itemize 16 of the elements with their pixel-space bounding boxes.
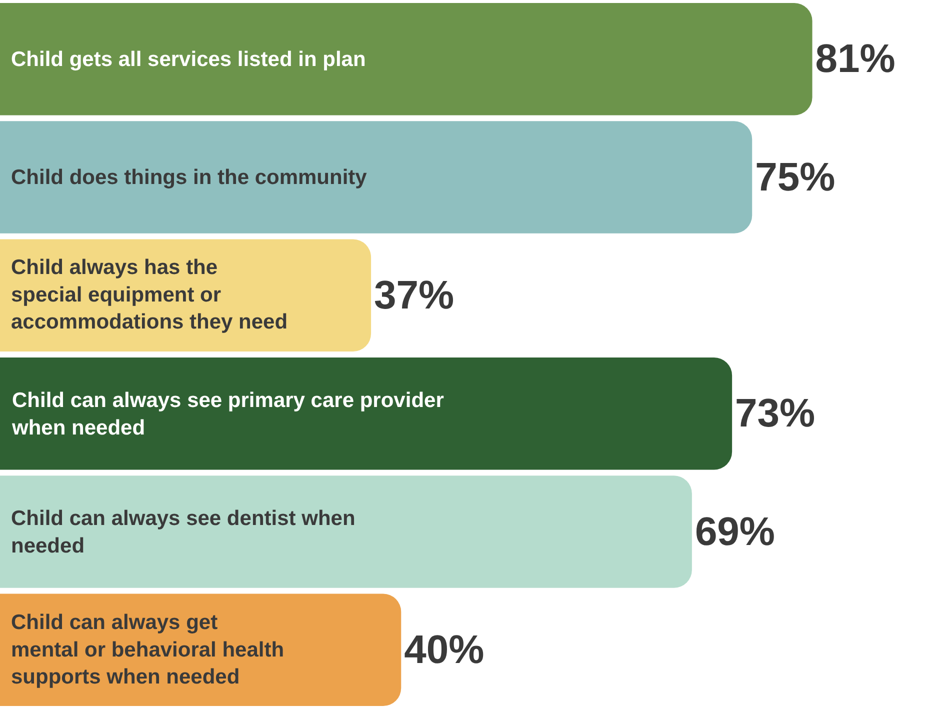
bar xyxy=(0,476,692,588)
bar xyxy=(0,121,752,234)
y-tick-label: Child can always see dentist when needed xyxy=(11,507,356,558)
y-tick-label: Child always has the special equipment or accommodations they need xyxy=(11,256,288,334)
data-label: 75% xyxy=(755,155,836,200)
y-tick-label: Child does things in the community xyxy=(11,166,368,189)
y-tick-label: Child can always get mental or behavioral health supports when needed xyxy=(11,611,284,689)
data-label: 69% xyxy=(694,510,776,554)
data-label: 37% xyxy=(374,273,454,318)
bar xyxy=(0,2,812,116)
data-label: 40% xyxy=(404,628,484,672)
bar xyxy=(0,357,732,470)
data-label: 81% xyxy=(815,37,896,82)
y-tick-label: Child can always see primary care provider when needed xyxy=(11,389,444,440)
data-label: 73% xyxy=(735,392,816,436)
y-tick-label: Child gets all services listed in plan xyxy=(11,48,366,71)
